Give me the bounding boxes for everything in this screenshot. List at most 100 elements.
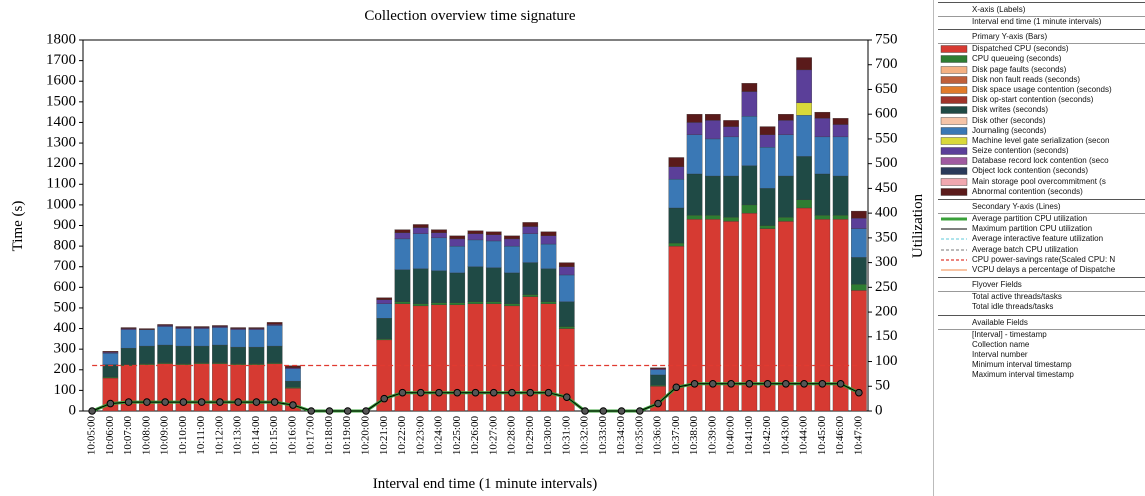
- bar-segment: [668, 178, 685, 209]
- x-tick-label: 10:38:00: [688, 416, 700, 456]
- line-marker: [581, 407, 589, 415]
- legend-box: [940, 157, 968, 165]
- y2-tick-label: 550: [875, 130, 898, 146]
- legend-entry: Total idle threads/tasks: [972, 302, 1054, 312]
- bar-segment: [467, 230, 484, 234]
- bar-segment: [540, 301, 557, 304]
- bar-segment: [705, 120, 721, 140]
- line-marker: [380, 394, 389, 403]
- bar-segment: [522, 222, 539, 227]
- panel-section: X-axis (Labels) Interval end time (1 minu…: [938, 2, 1145, 27]
- line-marker: [179, 398, 188, 406]
- line-marker: [800, 379, 808, 388]
- bar-segment: [230, 346, 246, 364]
- legend-box: [940, 65, 968, 74]
- line-marker: [636, 407, 644, 415]
- x-tick-label: 10:31:00: [560, 416, 572, 456]
- x-tick-label: 10:43:00: [779, 416, 791, 456]
- y2-tick-label: 350: [875, 229, 898, 245]
- section-title-text: Primary Y-axis (Bars): [972, 32, 1048, 42]
- bar-segment: [467, 239, 484, 267]
- x-tick-label: 10:09:00: [159, 416, 171, 456]
- panel-item: Dispatched CPU (seconds): [938, 44, 1145, 54]
- x-tick-label: 10:32:00: [579, 416, 591, 456]
- bar-segment: [394, 269, 411, 302]
- y-tick-label: 200: [54, 361, 77, 377]
- y2-tick-label: 150: [875, 328, 898, 344]
- legend-swatch: [940, 157, 968, 165]
- y-tick-label: 1600: [46, 73, 76, 89]
- bar-segment: [650, 374, 666, 386]
- bar-segment: [796, 57, 812, 71]
- bar-segment: [759, 188, 776, 226]
- bar-segment: [504, 303, 520, 307]
- line-marker: [654, 399, 662, 408]
- x-tick-label: 10:07:00: [122, 416, 134, 456]
- y-tick-label: 1300: [46, 134, 76, 150]
- legend-swatch: [940, 116, 968, 125]
- bar-segment: [394, 232, 411, 240]
- y-tick-label: 1700: [46, 52, 76, 68]
- side-panel: X-axis (Labels) Interval end time (1 minu…: [933, 0, 1145, 496]
- bar-segment: [504, 245, 520, 274]
- line-marker: [836, 379, 845, 388]
- bar-segment: [741, 83, 758, 92]
- legend-swatch: [940, 65, 968, 74]
- line-marker: [709, 379, 717, 388]
- legend-entry: CPU power-savings rate(Scaled CPU: N: [972, 254, 1116, 264]
- bar-segment: [139, 329, 155, 347]
- bar-segment: [212, 326, 228, 328]
- y2-tick-label: 300: [875, 254, 898, 270]
- legend-entry: [Interval] - timestamp: [972, 329, 1047, 339]
- legend-swatch: [940, 45, 968, 53]
- bar-segment: [467, 266, 484, 302]
- panel-section: Flyover Fields Total active threads/tasks…: [938, 277, 1145, 312]
- legend-entry: Disk page faults (seconds): [972, 64, 1067, 74]
- bar-segment: [686, 215, 703, 220]
- line-marker: [197, 398, 206, 406]
- bar-segment: [796, 115, 812, 157]
- bar-segment: [705, 138, 721, 177]
- line-marker: [234, 398, 242, 406]
- line-marker: [745, 379, 754, 388]
- bar-segment: [412, 268, 429, 304]
- x-axis-title: Interval end time (1 minute intervals): [373, 476, 598, 492]
- bar-segment: [814, 136, 831, 175]
- section-title-text: X-axis (Labels): [972, 5, 1026, 14]
- bar-segment: [248, 363, 265, 365]
- legend-entry: Average partition CPU utilization: [972, 214, 1088, 223]
- y-tick-label: 900: [54, 217, 77, 233]
- bar-segment: [668, 157, 685, 167]
- bar-segment: [175, 328, 192, 347]
- x-tick-label: 10:39:00: [706, 416, 718, 456]
- bar-segment: [778, 120, 794, 135]
- line-marker: [307, 407, 315, 415]
- bar-segment: [522, 233, 539, 263]
- line-marker: [562, 393, 571, 401]
- legend-swatch: [941, 217, 967, 221]
- y2-tick-label: 450: [875, 180, 898, 196]
- panel-item: Maximum interval timestamp: [938, 370, 1145, 380]
- bar-segment: [157, 326, 173, 346]
- y-tick-label: 400: [54, 320, 77, 336]
- line-marker: [855, 388, 863, 397]
- legend-entry: VCPU delays a percentage of Dispatche: [972, 264, 1116, 274]
- bar-segment: [759, 147, 776, 189]
- bar-segment: [741, 91, 758, 117]
- legend-entry: Disk space usage contention (seconds): [972, 84, 1112, 94]
- line-marker: [453, 388, 462, 397]
- legend-box: [940, 96, 968, 104]
- y-tick-label: 1800: [46, 31, 76, 47]
- bar-segment: [522, 226, 539, 234]
- legend-entry: Seize contention (seconds): [972, 146, 1069, 156]
- bar-segment: [431, 302, 447, 306]
- line-marker: [124, 398, 133, 406]
- panel-item: Disk op-start contention (seconds): [938, 95, 1145, 105]
- bar-segment: [540, 268, 557, 302]
- bar-segment: [157, 362, 173, 364]
- legend-entry: Interval number: [972, 349, 1028, 359]
- x-tick-label: 10:11:00: [195, 416, 207, 455]
- bar-segment: [650, 369, 666, 376]
- y2-axis-title: Utilization: [910, 193, 926, 258]
